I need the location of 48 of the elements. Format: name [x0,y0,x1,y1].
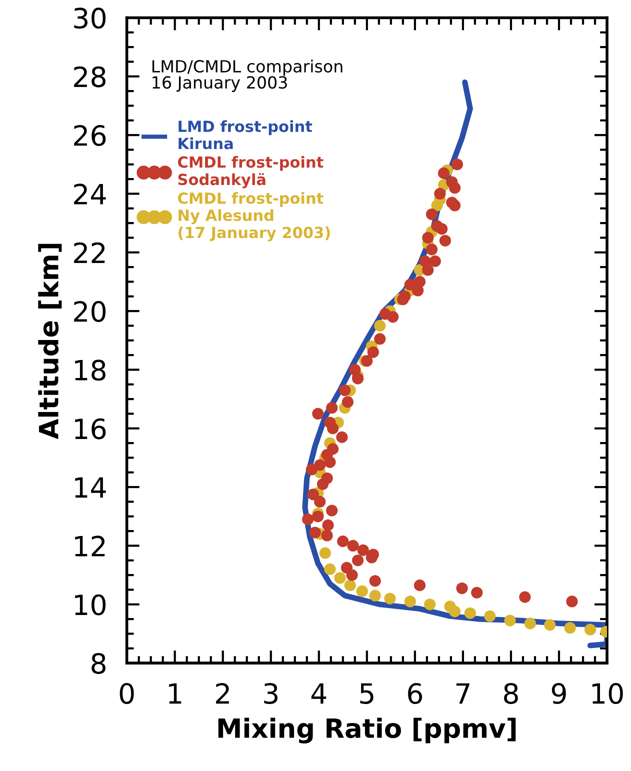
point [504,614,516,626]
point [369,590,381,602]
text: LMD/CMDL comparison 16 January 2003 [152,60,342,92]
point [384,592,396,604]
y-tick-label: 14 [75,477,106,498]
point [356,585,368,598]
y-tick-label: 12 [75,536,105,556]
y-tick-label: 24 [74,184,106,204]
point [324,563,336,576]
y-tick-label: 18 [75,360,106,381]
x-tick-label: 4 [311,683,326,704]
x-tick-label: 1 [169,683,182,704]
point [374,320,386,332]
point [319,547,331,559]
point [564,622,576,634]
y-tick-label: 28 [74,66,106,88]
point [484,610,496,622]
point [464,607,476,620]
x-tick-label: 6 [408,682,422,704]
legend-label: CMDL frost-point Sodankylä [178,156,324,188]
point [431,200,443,212]
x-axis-title: Mixing Ratio [ppmv] [218,718,516,744]
x-tick-label: 8 [504,682,518,704]
x-tick-label: 2 [216,682,229,704]
point [404,596,416,608]
y-tick-label: 10 [75,594,106,616]
legend-label: LMD frost-point Kiruna [178,120,312,150]
point [424,598,436,610]
y-axis-title: Altitude [km] [38,244,62,440]
x-tick-label: 10 [592,682,623,704]
point [584,624,596,636]
x-tick-label: 3 [264,682,278,704]
point [524,618,536,630]
y-tick-label: 20 [74,301,106,322]
x-tick-label: 5 [360,683,374,704]
point [544,619,556,631]
x-tick-label: 0 [120,682,134,704]
x-tick-label: 7 [456,683,470,704]
point [344,580,356,592]
y-tick-label: 30 [74,8,106,29]
x-tick-label: 9 [552,682,566,704]
y-tick-label: 26 [74,125,106,146]
point [448,606,461,618]
y-tick-label: 8 [92,652,106,674]
legend-label: CMDL frost-point Ny Alesund (17 January 2003) [178,192,330,242]
point [334,572,346,584]
y-tick-label: 22 [74,242,105,263]
y-tick-label: 16 [75,418,106,440]
